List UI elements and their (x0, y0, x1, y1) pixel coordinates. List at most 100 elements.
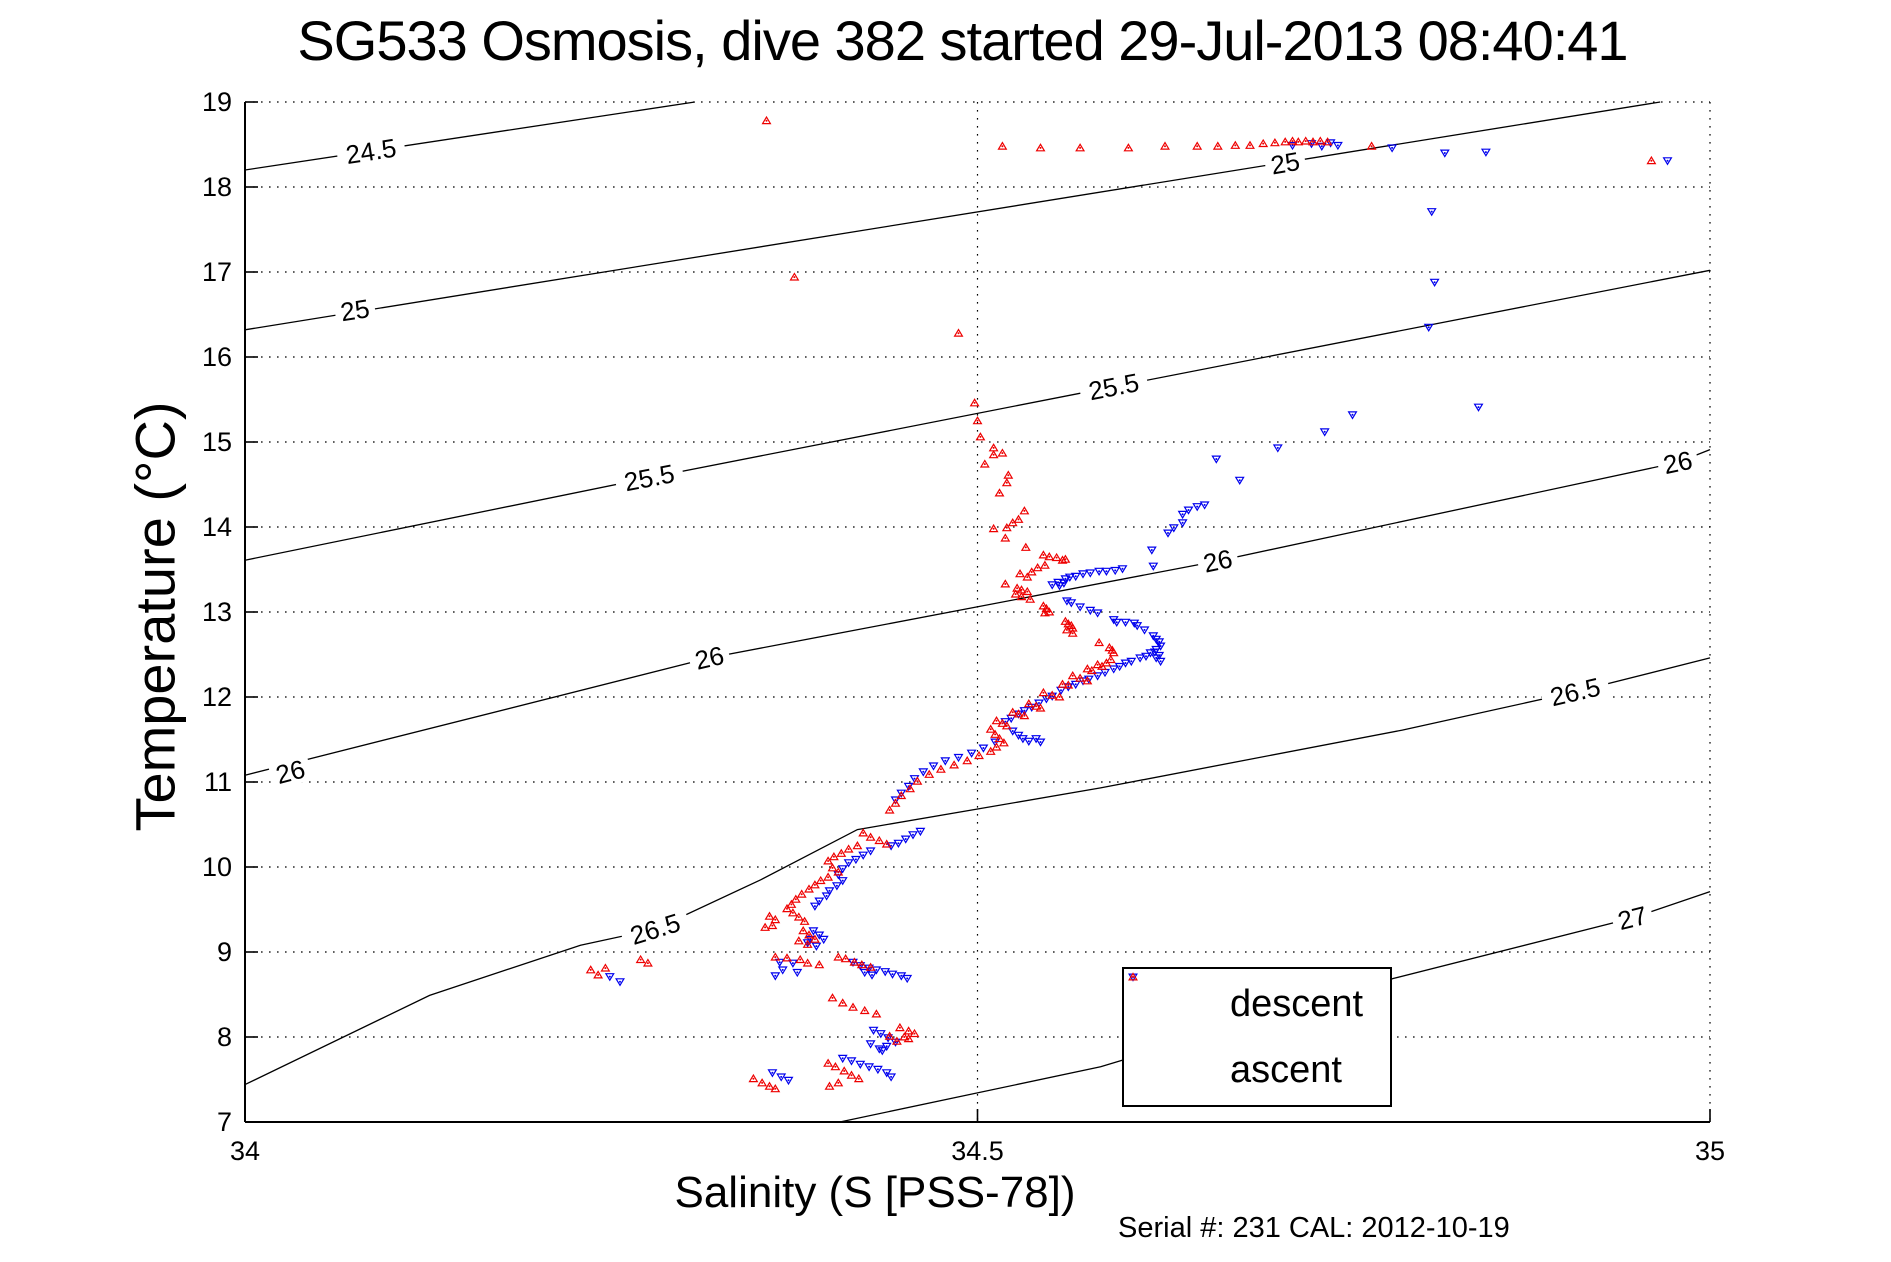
triangle-down-icon (858, 851, 869, 860)
data-point-descent (1473, 403, 1484, 412)
triangle-up-icon (1022, 586, 1033, 596)
marker-center-dot (1024, 546, 1027, 549)
data-point-descent (918, 768, 929, 777)
data-point-descent (1148, 562, 1159, 571)
marker-center-dot (589, 968, 592, 971)
triangle-down-icon (1154, 651, 1165, 661)
marker-center-dot (1136, 624, 1139, 627)
marker-center-dot (878, 839, 881, 842)
marker-center-dot (862, 832, 865, 834)
marker-center-dot (1159, 660, 1162, 663)
triangle-up-icon (823, 856, 834, 865)
data-point-ascent (815, 875, 826, 885)
data-point-descent (864, 1063, 875, 1072)
data-point-ascent (994, 733, 1005, 743)
data-point-descent (1316, 142, 1327, 151)
triangle-up-icon (1063, 680, 1074, 689)
data-point-ascent (997, 141, 1008, 150)
data-point-ascent (1019, 710, 1030, 720)
marker-center-dot (793, 276, 796, 279)
marker-center-dot (786, 957, 788, 959)
data-point-ascent (1245, 140, 1255, 149)
marker-center-dot (827, 860, 830, 862)
triangle-up-icon (856, 960, 867, 969)
marker-center-dot (834, 1065, 837, 1068)
triangle-down-icon (1129, 619, 1140, 628)
marker-center-dot (818, 963, 821, 966)
triangle-down-icon (1066, 599, 1077, 608)
marker-center-dot (1042, 605, 1045, 607)
triangle-down-icon (1332, 141, 1343, 151)
triangle-up-icon (1022, 572, 1033, 581)
marker-center-dot (966, 759, 969, 762)
data-point-descent (1177, 510, 1188, 520)
data-point-descent (1192, 503, 1203, 512)
marker-center-dot (831, 996, 834, 999)
marker-center-dot (765, 119, 768, 122)
marker-center-dot (1082, 572, 1084, 575)
data-point-ascent (1054, 692, 1065, 701)
marker-center-dot (799, 958, 802, 961)
marker-center-dot (887, 1036, 890, 1039)
data-point-ascent (1092, 659, 1103, 669)
marker-center-dot (1145, 655, 1147, 658)
marker-center-dot (806, 962, 809, 965)
marker-center-dot (1114, 569, 1117, 572)
triangle-up-icon (833, 1078, 844, 1087)
data-point-descent (850, 855, 861, 865)
marker-center-dot (1074, 575, 1077, 578)
triangle-down-icon (1035, 738, 1046, 747)
marker-center-dot (774, 918, 777, 921)
marker-center-dot (818, 934, 821, 936)
contour-label-mask (1195, 543, 1241, 579)
triangle-down-icon (814, 897, 825, 906)
data-point-descent (859, 968, 870, 978)
data-point-descent (867, 971, 877, 980)
marker-center-dot (774, 956, 777, 959)
triangle-down-icon (831, 882, 842, 891)
marker-center-dot (837, 1081, 840, 1084)
marker-center-dot (1051, 583, 1054, 586)
legend-row-descent: descent (1124, 973, 1390, 1025)
marker-center-dot (1048, 555, 1051, 558)
triangle-down-icon (811, 942, 822, 951)
x-tick-label: 34.5 (951, 1136, 1004, 1166)
marker-center-dot (979, 435, 982, 438)
marker-center-dot (1004, 720, 1007, 723)
data-point-ascent (881, 839, 892, 848)
marker-center-dot (1262, 142, 1265, 145)
triangle-up-icon (787, 908, 798, 917)
triangle-up-icon (1026, 567, 1037, 576)
data-point-ascent (994, 488, 1005, 497)
marker-center-dot (1005, 481, 1008, 484)
triangle-up-icon (871, 1009, 882, 1018)
triangle-up-icon (782, 903, 792, 913)
marker-center-dot (1196, 505, 1199, 508)
marker-center-dot (1291, 144, 1294, 147)
triangle-down-icon (1054, 582, 1065, 591)
data-point-ascent (949, 760, 960, 769)
series-ascent (585, 115, 1657, 1093)
marker-center-dot (1051, 694, 1054, 697)
marker-center-dot (939, 768, 942, 771)
data-point-descent (846, 1057, 857, 1066)
triangle-up-icon (884, 1031, 895, 1040)
triangle-up-icon (935, 764, 946, 773)
marker-center-dot (835, 884, 838, 887)
triangle-down-icon (850, 855, 861, 865)
data-point-descent (875, 1030, 886, 1039)
triangle-up-icon (790, 894, 801, 903)
data-point-descent (1094, 567, 1105, 576)
data-point-descent (868, 1026, 879, 1035)
marker-center-dot (604, 967, 607, 970)
triangle-up-icon (849, 957, 860, 966)
triangle-down-icon (1168, 524, 1179, 533)
legend-label-ascent: ascent (1230, 1049, 1342, 1091)
marker-center-dot (1104, 671, 1106, 674)
data-point-ascent (830, 1062, 841, 1071)
x-tick-label: 35 (1695, 1136, 1725, 1166)
data-point-descent (787, 959, 798, 968)
data-point-descent (809, 902, 820, 911)
data-point-ascent (848, 1002, 858, 1011)
triangle-down-icon (881, 1042, 892, 1052)
